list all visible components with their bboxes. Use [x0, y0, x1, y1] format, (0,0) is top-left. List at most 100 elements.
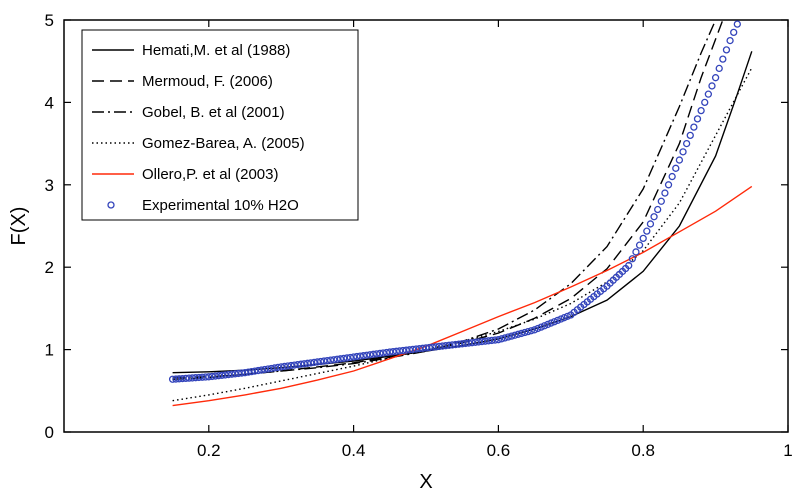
- data-point: [205, 373, 213, 381]
- data-point: [382, 348, 391, 357]
- data-point: [363, 351, 371, 359]
- data-point: [488, 336, 496, 345]
- data-point: [501, 334, 509, 342]
- legend-entry: Hemati,M. et al (1988): [142, 42, 290, 59]
- data-point: [270, 364, 279, 372]
- data-point: [257, 366, 266, 374]
- legend-entry: Mermoud, F. (2006): [142, 73, 273, 90]
- data-point: [478, 337, 486, 346]
- data-point: [693, 115, 702, 123]
- data-point: [686, 131, 694, 140]
- data-point: [389, 348, 397, 356]
- data-point: [241, 369, 249, 377]
- data-point: [343, 354, 351, 362]
- data-point: [494, 336, 503, 344]
- x-axis-label: X: [419, 471, 432, 493]
- data-point: [326, 356, 335, 364]
- data-point: [715, 64, 723, 73]
- plot-frame: [63, 19, 789, 433]
- data-point: [442, 342, 450, 350]
- data-point: [458, 340, 466, 348]
- data-point: [254, 366, 262, 375]
- data-point: [527, 327, 535, 335]
- data-point: [419, 344, 427, 352]
- data-point: [264, 365, 272, 373]
- x-tick-label: 0.6: [487, 441, 511, 460]
- data-point: [679, 148, 687, 156]
- data-point: [412, 345, 420, 353]
- y-axis-label: F(X): [8, 207, 30, 246]
- x-tick-label: 0.4: [342, 441, 366, 460]
- data-point: [369, 350, 377, 358]
- data-point: [635, 241, 644, 249]
- data-point: [491, 336, 499, 344]
- legend: Hemati,M. et al (1988) Mermoud, F. (2006)…: [81, 29, 359, 221]
- data-point: [553, 316, 562, 325]
- data-point: [711, 74, 720, 82]
- data-point: [221, 371, 229, 379]
- data-point: [560, 314, 568, 322]
- data-point: [511, 331, 519, 339]
- legend-marker: [107, 201, 115, 209]
- data-point: [234, 369, 243, 378]
- data-point: [356, 352, 364, 360]
- data-point: [297, 360, 305, 368]
- data-point: [425, 343, 433, 352]
- data-point: [261, 365, 269, 374]
- legend-box: [81, 29, 359, 221]
- data-point: [675, 156, 684, 164]
- data-point: [224, 370, 233, 379]
- data-point: [340, 354, 348, 363]
- data-point: [359, 352, 368, 360]
- data-point: [664, 181, 673, 189]
- data-point: [228, 370, 236, 378]
- data-point: [514, 330, 522, 338]
- series-5: [168, 20, 741, 383]
- data-point: [445, 341, 453, 349]
- data-point: [396, 347, 404, 355]
- legend-entry: Experimental 10% H2O: [142, 197, 299, 214]
- data-point: [534, 324, 542, 333]
- data-point: [537, 323, 545, 331]
- legend-entry: Gomez-Barea, A. (2005): [142, 135, 305, 152]
- data-point: [484, 337, 493, 345]
- data-point: [690, 123, 698, 131]
- data-point: [300, 360, 308, 368]
- data-point: [432, 343, 440, 351]
- data-point: [313, 358, 322, 366]
- data-point: [726, 36, 734, 45]
- data-point: [632, 248, 640, 256]
- data-point: [247, 367, 256, 376]
- data-point: [267, 364, 275, 373]
- data-point: [372, 350, 381, 358]
- data-point: [274, 363, 282, 372]
- data-point: [639, 234, 647, 243]
- data-point: [320, 357, 328, 365]
- data-point: [563, 312, 572, 320]
- data-point: [215, 372, 223, 380]
- data-point: [733, 20, 741, 28]
- data-point: [303, 359, 312, 367]
- data-point: [208, 372, 216, 381]
- data-point: [498, 335, 506, 343]
- data-point: [547, 319, 555, 327]
- data-point: [438, 342, 447, 350]
- data-point: [346, 353, 354, 362]
- data-point: [290, 361, 299, 369]
- data-point: [708, 82, 716, 90]
- data-point: [722, 46, 731, 54]
- data-point: [668, 172, 676, 181]
- data-point: [643, 227, 651, 235]
- data-point: [730, 28, 738, 37]
- x-tick-label: 0.2: [197, 441, 221, 460]
- data-point: [317, 357, 325, 366]
- legend-entry: Ollero,P. et al (2003): [142, 166, 278, 183]
- data-point: [353, 352, 361, 361]
- data-point: [349, 353, 358, 361]
- data-point: [323, 356, 331, 365]
- data-point: [392, 347, 401, 355]
- data-point: [521, 328, 529, 337]
- data-point: [422, 344, 430, 352]
- data-point: [455, 340, 463, 348]
